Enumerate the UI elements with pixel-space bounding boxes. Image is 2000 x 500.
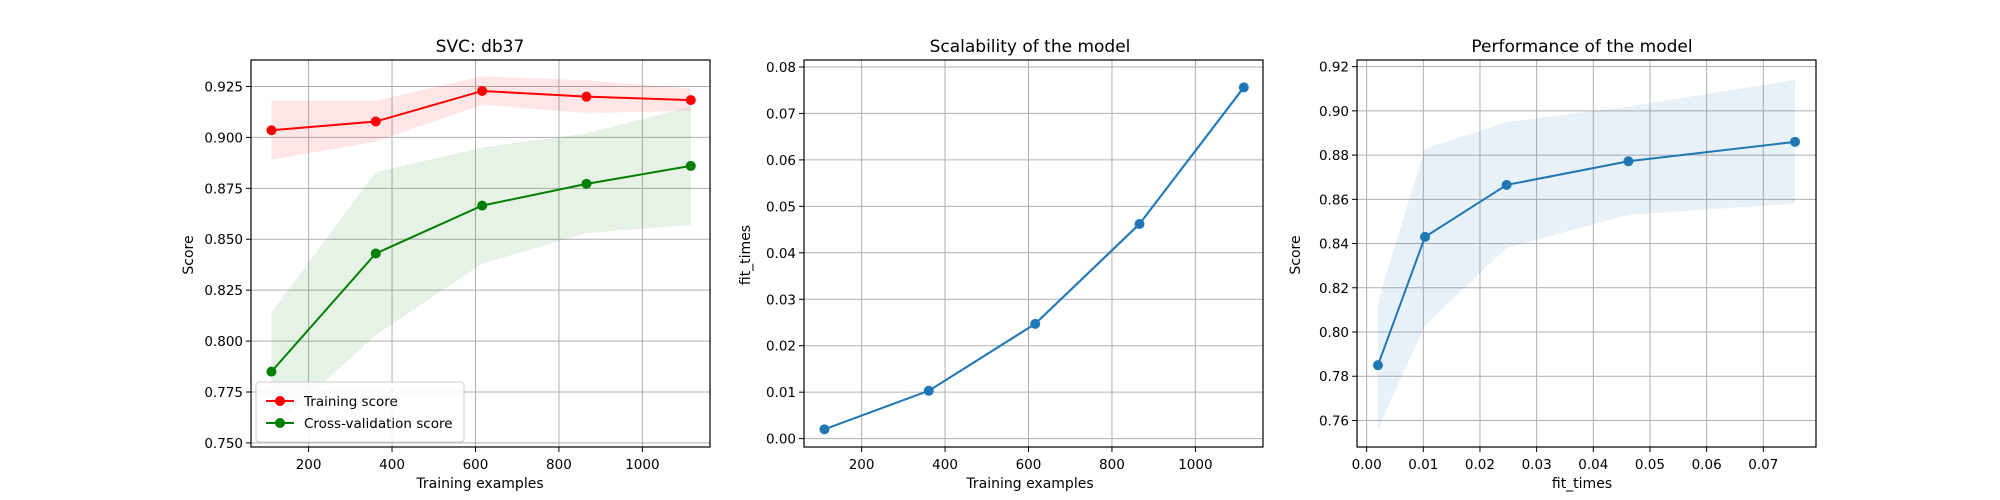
data-point [266, 125, 277, 136]
legend: Training score Cross-validation score [255, 381, 465, 443]
plot-area: 0.00 0.01 0.02 0.03 0.04 0.05 0.06 0.07 0.76 0.78… [1319, 59, 1817, 473]
axes-frame [250, 59, 711, 448]
y-tick-label: 0.80 [1319, 325, 1349, 341]
y-tick-label: 0.08 [766, 60, 796, 76]
data-point [819, 424, 830, 435]
chart-title: Scalability of the model [930, 37, 1131, 57]
axes-frame [803, 59, 1264, 448]
x-tick-label: 600 [463, 457, 489, 473]
y-tick-label: 0.05 [766, 199, 796, 215]
y-tick-label: 0.78 [1319, 369, 1349, 385]
y-tick-label: 0.825 [204, 283, 243, 299]
y-tick-label: 0.04 [766, 246, 796, 262]
legend-label: Cross-validation score [304, 416, 453, 432]
y-tick-label: 0.86 [1319, 192, 1349, 208]
y-axis-label: Score [1288, 235, 1304, 274]
x-axis-label: Training examples [965, 476, 1093, 492]
confidence-band [1377, 79, 1796, 430]
data-point [1238, 82, 1249, 93]
x-tick-label: 400 [932, 457, 958, 473]
x-axis-label: fit_times [1552, 476, 1612, 492]
scalability-panel: Scalability of the model Training exampl… [738, 37, 1264, 492]
data-point [1134, 218, 1145, 229]
data-point [477, 200, 488, 211]
x-tick-label: 0.07 [1748, 457, 1778, 473]
data-point [370, 248, 381, 259]
x-tick-label: 0.03 [1522, 457, 1552, 473]
x-tick-label: 0.04 [1578, 457, 1608, 473]
y-tick-label: 0.800 [204, 334, 243, 350]
data-point [1030, 318, 1041, 329]
x-tick-label: 600 [1016, 457, 1042, 473]
data-point [266, 366, 277, 377]
plot-area: 200 400 600 800 1000 0.00 0.01 0.02 0.03 0.04 0.05… [766, 59, 1264, 473]
x-tick-label: 0.06 [1692, 457, 1722, 473]
legend-swatch-marker [275, 418, 285, 428]
y-tick-label: 0.02 [766, 339, 796, 355]
legend-label: Training score [303, 394, 398, 410]
data-point [581, 178, 592, 189]
x-tick-label: 0.00 [1352, 457, 1382, 473]
axes-frame [1356, 59, 1817, 448]
y-tick-label: 0.07 [766, 106, 796, 122]
x-tick-label: 0.05 [1635, 457, 1665, 473]
x-tick-label: 0.01 [1408, 457, 1438, 473]
y-tick-label: 0.850 [204, 232, 243, 248]
y-tick-label: 0.82 [1319, 281, 1349, 297]
x-tick-label: 800 [1099, 457, 1125, 473]
data-point [685, 95, 696, 106]
x-tick-label: 1000 [1178, 457, 1212, 473]
x-tick-label: 800 [546, 457, 572, 473]
y-tick-label: 0.00 [766, 432, 796, 448]
data-point [581, 91, 592, 102]
legend-swatch-marker [275, 396, 285, 406]
y-tick-label: 0.90 [1319, 104, 1349, 120]
data-point [370, 116, 381, 127]
data-point [1420, 231, 1430, 242]
performance-panel: Performance of the model fit_times Score… [1288, 37, 1817, 492]
data-point [477, 85, 488, 96]
y-tick-label: 0.88 [1319, 148, 1349, 164]
x-tick-label: 200 [296, 457, 322, 473]
data-point [923, 385, 934, 396]
y-tick-label: 0.06 [766, 153, 796, 169]
y-tick-label: 0.76 [1319, 413, 1349, 429]
learning-curve-panel: SVC: db37 Training examples Score 200 400… [181, 37, 711, 492]
data-point [1623, 156, 1634, 167]
data-point [1790, 136, 1801, 147]
y-tick-label: 0.84 [1319, 237, 1349, 253]
x-axis-label: Training examples [415, 476, 543, 492]
y-tick-label: 0.92 [1319, 60, 1349, 76]
y-axis-label: Score [181, 235, 197, 274]
y-tick-label: 0.900 [204, 130, 243, 146]
chart-title: Performance of the model [1471, 37, 1692, 57]
y-tick-label: 0.925 [204, 79, 243, 95]
x-tick-label: 400 [379, 457, 405, 473]
x-tick-label: 1000 [625, 457, 659, 473]
x-tick-label: 200 [849, 457, 875, 473]
y-tick-label: 0.750 [204, 436, 243, 452]
legend-box [255, 381, 465, 443]
y-tick-label: 0.01 [766, 385, 796, 401]
plot-area: 200 400 600 800 1000 0.750 0.775 0.800 0.825 0.85… [204, 59, 711, 473]
y-tick-label: 0.03 [766, 292, 796, 308]
y-tick-label: 0.775 [204, 385, 243, 401]
data-point [1501, 179, 1512, 190]
chart-title: SVC: db37 [436, 37, 525, 57]
x-tick-label: 0.02 [1465, 457, 1495, 473]
y-tick-label: 0.875 [204, 181, 243, 197]
y-axis-label: fit_times [738, 225, 754, 285]
data-point [1372, 360, 1383, 371]
data-point [685, 160, 696, 171]
